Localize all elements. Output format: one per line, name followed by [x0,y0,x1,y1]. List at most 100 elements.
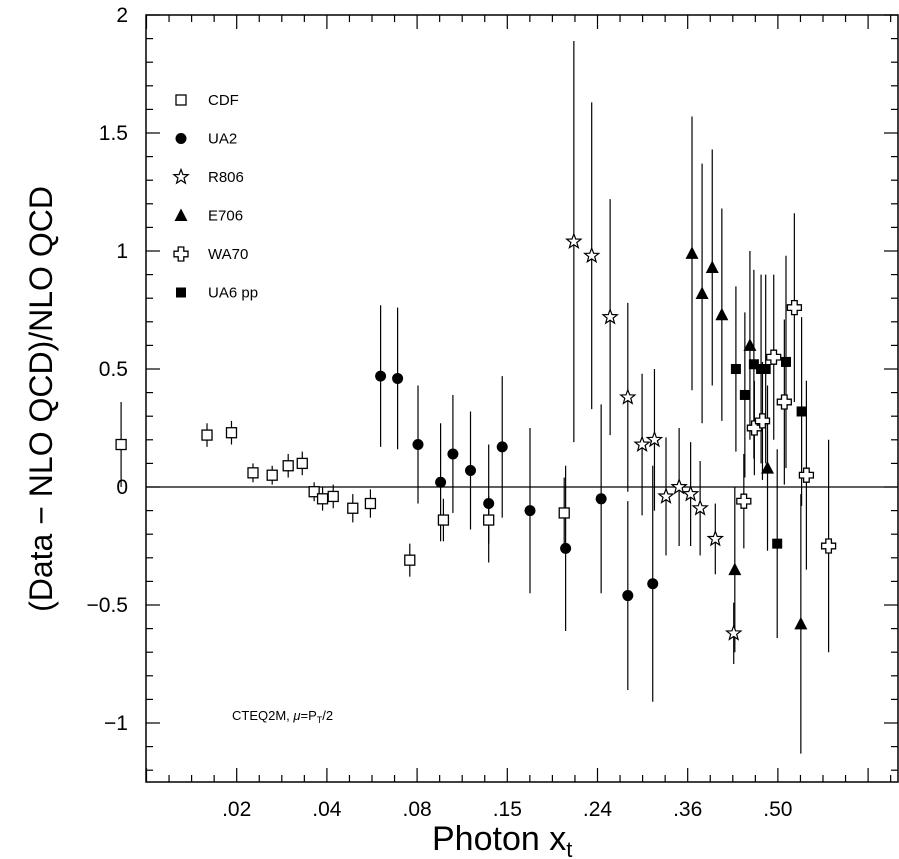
point-wa70 [798,467,815,483]
legend-marker-ua2 [175,133,187,144]
x-tick-label: .08 [402,798,431,821]
legend-label-r806: R806 [208,169,244,186]
y-tick-label: 1.5 [99,122,128,145]
legend-label-ua6-pp: UA6 pp [208,285,258,302]
point-wa70 [754,413,771,429]
point-cdf [296,457,308,470]
x-axis-label: Photon xt [432,820,572,859]
point-cdf [308,486,320,498]
annotation-sub: T [317,715,323,725]
annotation-suffix: /2 [322,708,333,723]
point-ua2 [483,498,495,510]
x-axis-label-sub: t [566,837,572,859]
legend-marker-e706 [174,208,188,221]
y-tick-label: −1 [104,712,128,735]
point-cdf [483,514,495,526]
annotation-eq: =P [301,708,317,723]
point-r806 [619,388,637,405]
legend-label-ua2: UA2 [208,131,237,148]
point-cdf [437,514,450,526]
annotation: CTEQ2M, μ=PT/2 [232,708,333,725]
point-ua6-pp [772,538,783,549]
point-ua2 [412,439,424,451]
point-ua2 [622,590,634,602]
x-tick-label: .15 [493,798,522,821]
point-ua2 [647,578,659,590]
legend-label-wa70: WA70 [208,246,248,263]
legend-marker-r806 [172,167,190,185]
point-e706 [695,286,709,299]
point-ua6-pp [739,389,750,400]
x-tick-label: .02 [222,798,251,821]
point-r806 [582,246,601,264]
point-ua2 [496,441,508,453]
point-ua2 [595,493,607,505]
point-e706 [743,338,757,351]
x-tick-labels: .02 .04 .08 .15 .24 .36 .50 [222,798,792,821]
ticks [145,14,898,782]
y-axis-label: (Data − NLO QCD)/NLO QCD [23,186,59,612]
point-ua2 [435,476,447,488]
point-cdf [404,554,416,566]
point-ua6-pp [780,356,791,367]
annotation-mu: μ [292,708,300,723]
point-ua2 [524,505,536,517]
point-r806 [601,307,619,325]
point-ua2 [560,542,572,554]
point-cdf [364,497,377,510]
point-cdf [201,429,213,441]
x-tick-label: .36 [673,798,702,821]
point-cdf [316,493,329,505]
point-r806 [670,477,688,495]
point-wa70 [736,493,752,509]
x-tick-label: .50 [763,798,792,821]
point-cdf [282,460,294,472]
point-ua2 [375,370,387,382]
error-bars [120,40,830,754]
point-ua2 [447,448,459,460]
point-ua6-pp [748,359,759,370]
point-cdf [327,490,339,503]
point-ua6-pp [760,364,771,374]
data-markers [115,232,837,641]
point-r806 [645,430,664,448]
y-tick-label: 0 [116,476,128,499]
point-cdf [347,502,359,514]
y-tick-label: 0.5 [99,358,128,381]
point-e706 [761,461,775,474]
point-cdf [115,438,127,451]
point-r806 [657,487,675,504]
point-ua6-pp [796,406,807,417]
point-r806 [706,529,725,547]
point-e706 [794,616,808,630]
point-ua2 [392,372,404,384]
legend-label-e706: E706 [208,208,243,225]
legend-marker-cdf [175,94,187,106]
point-e706 [728,562,742,576]
legend: CDF UA2 R806 E706 WA70 UA6 pp [172,92,258,302]
point-e706 [685,246,699,259]
point-wa70 [786,299,803,316]
annotation-prefix: CTEQ2M, [232,708,293,723]
x-tick-label: .24 [583,798,613,821]
point-r806 [565,232,583,250]
point-e706 [705,260,719,274]
point-wa70 [776,394,792,410]
point-cdf [247,467,259,479]
point-wa70 [820,538,837,554]
y-tick-label: 2 [116,4,128,27]
point-wa70 [766,349,782,365]
y-tick-label: −0.5 [87,594,128,617]
y-tick-labels: 2 1.5 1 0.5 0 −0.5 −1 [87,4,128,735]
x-axis-label-main: Photon x [432,820,566,858]
x-tick-label: .04 [312,798,342,821]
point-r806 [724,624,743,641]
plot-frame [145,14,899,783]
legend-marker-ua6-pp [176,287,186,298]
point-r806 [681,484,700,502]
y-tick-label: 1 [116,240,128,263]
point-ua6-pp [730,364,741,374]
point-cdf [225,427,238,439]
point-ua2 [465,464,477,476]
